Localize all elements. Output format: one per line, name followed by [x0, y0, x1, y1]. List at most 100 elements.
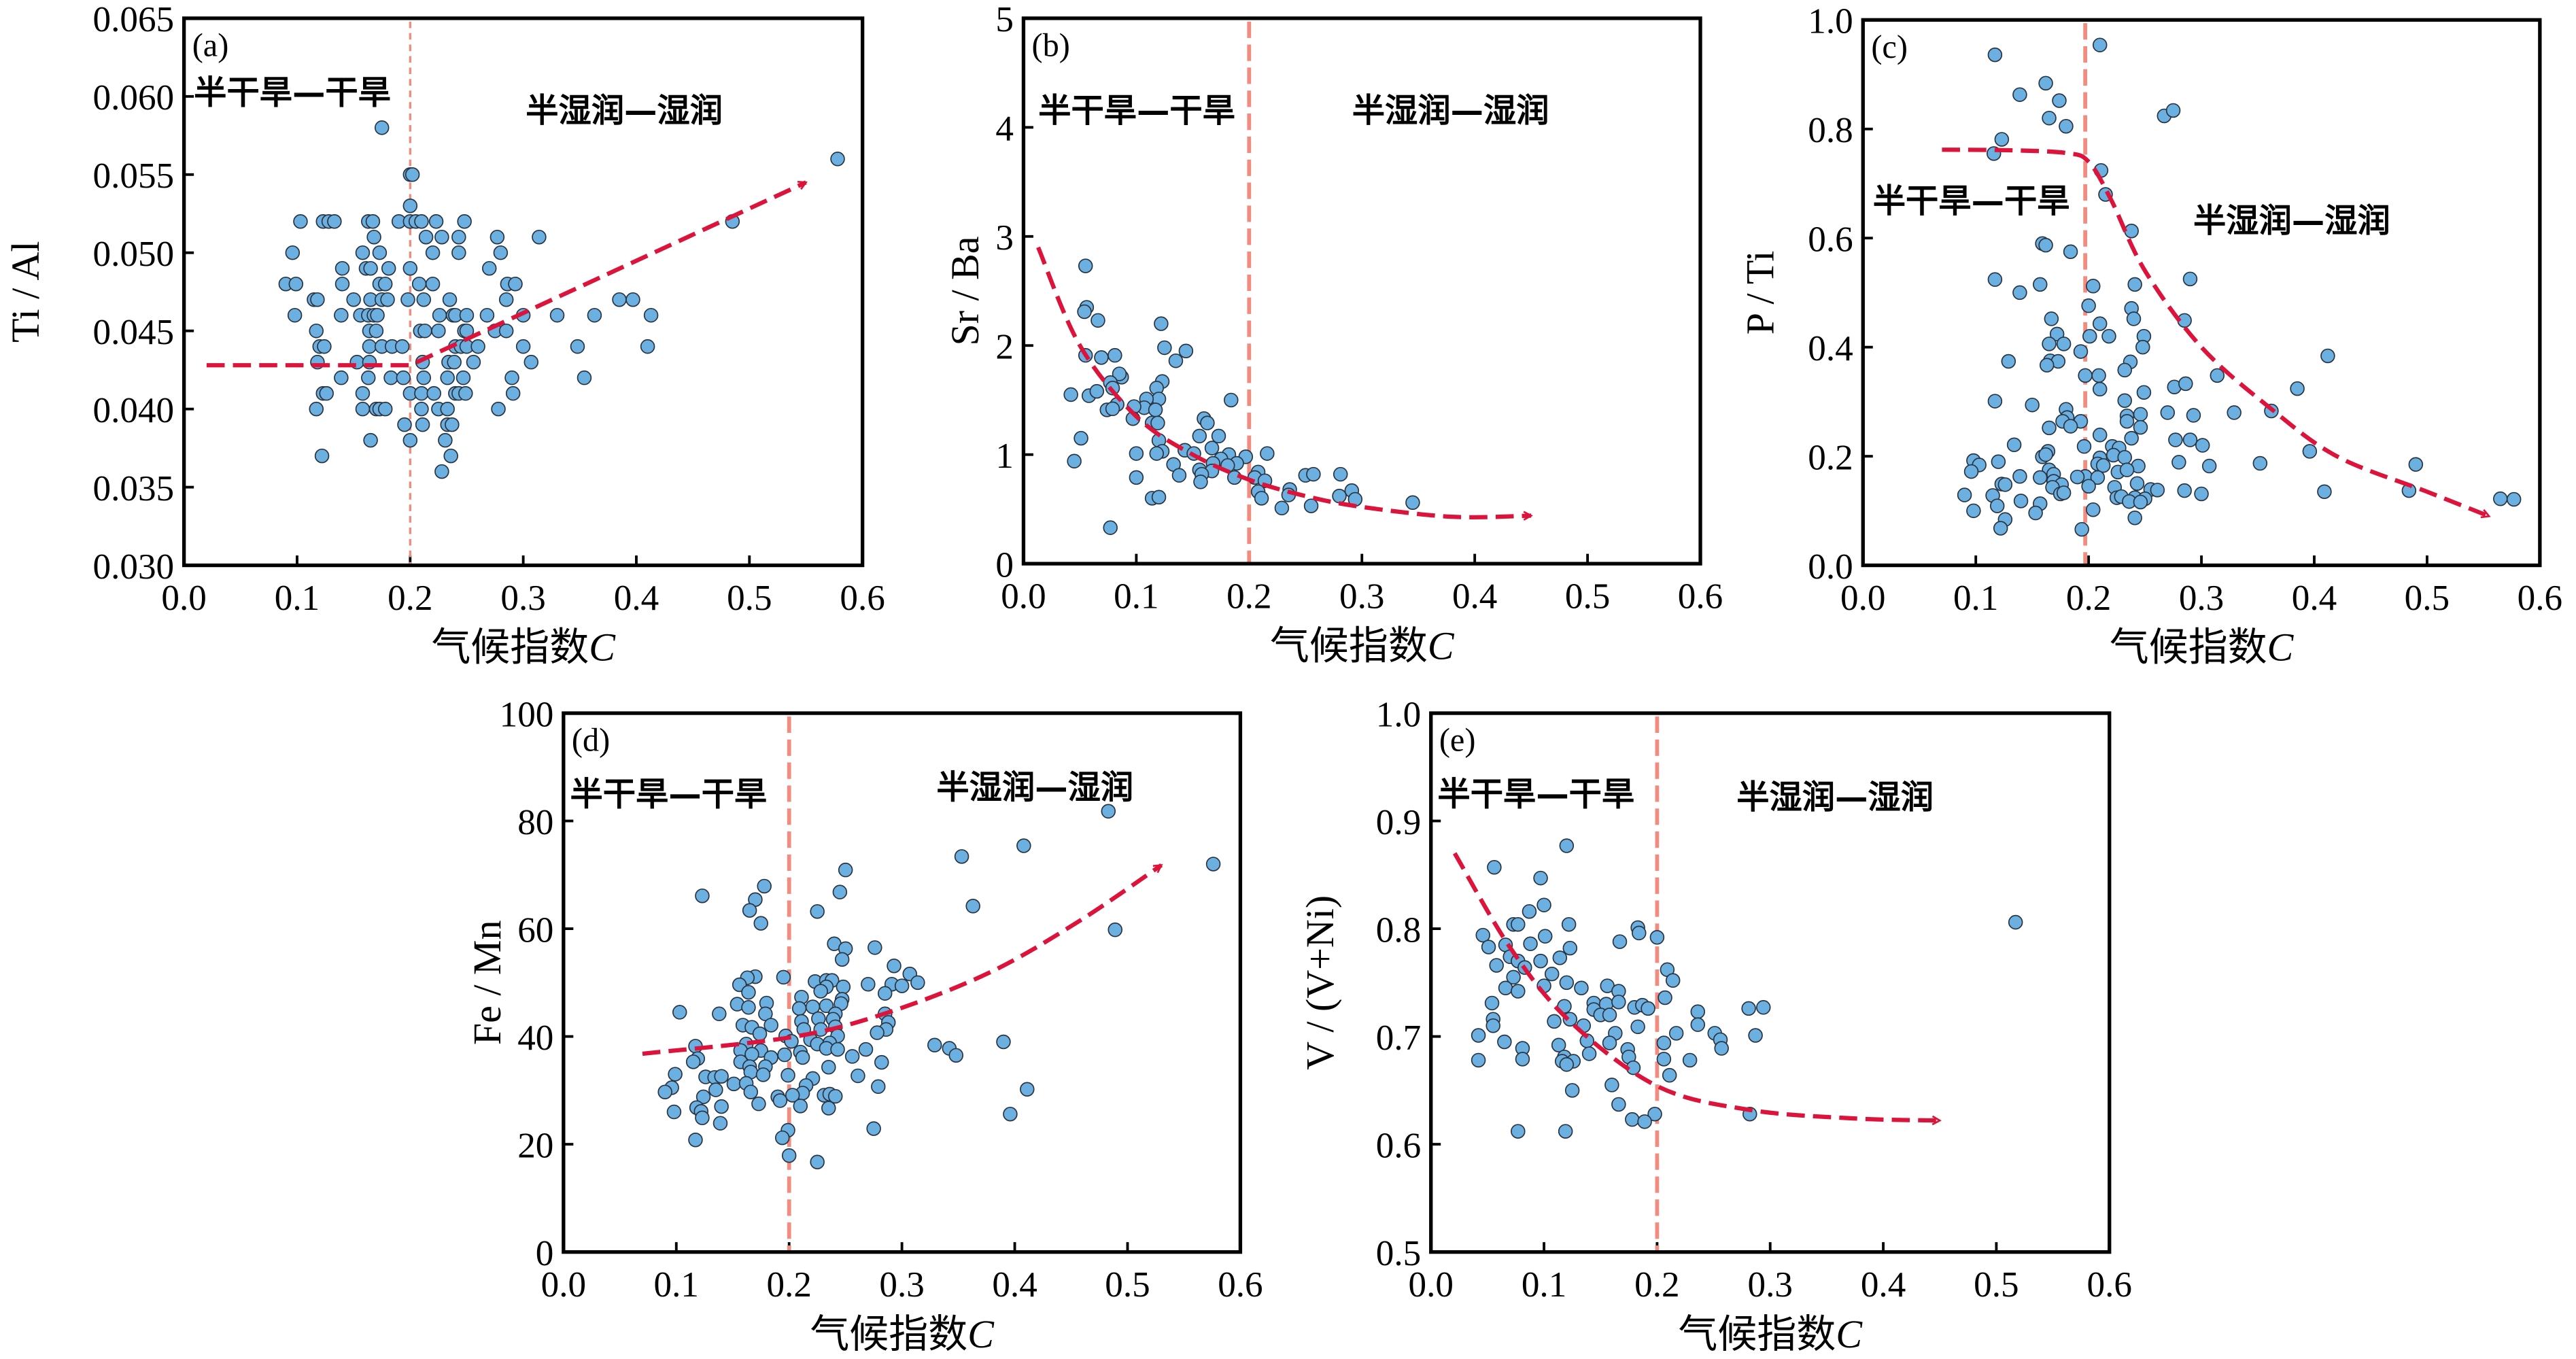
data-point: [355, 401, 371, 417]
data-point: [2506, 492, 2522, 507]
y-tick-label: 80: [517, 803, 553, 842]
x-tick-label: 0.2: [388, 579, 432, 618]
data-point: [666, 1104, 682, 1120]
data-point: [383, 370, 398, 385]
data-point: [714, 1099, 729, 1114]
data-point: [442, 292, 458, 307]
y-tick-label: 40: [517, 1018, 553, 1058]
data-point: [752, 1026, 768, 1042]
y-tick-label: 0.060: [93, 78, 175, 118]
data-point: [2059, 118, 2074, 134]
data-point: [877, 986, 893, 1001]
data-point: [1498, 980, 1513, 996]
data-point: [774, 1130, 790, 1146]
data-point: [2302, 444, 2318, 459]
data-point: [751, 1096, 766, 1112]
data-point: [346, 292, 361, 307]
data-point: [780, 1067, 795, 1083]
data-point: [2127, 511, 2142, 526]
data-point: [1558, 1124, 1573, 1139]
x-tick-label: 0.6: [840, 579, 885, 618]
x-axis-title: 气候指数C: [1678, 1312, 1863, 1356]
data-point: [402, 199, 418, 213]
panel-label: (a): [192, 27, 229, 63]
data-point: [2056, 485, 2072, 500]
data-point: [523, 354, 539, 370]
region-label-arid: 半干旱—干旱: [1873, 182, 2070, 220]
data-point: [1649, 930, 1665, 945]
region-label-humid: 半湿润—湿润: [1736, 778, 1934, 816]
y-tick-label: 5: [995, 0, 1014, 39]
y-tick-label: 1.0: [1376, 695, 1421, 734]
data-point: [2210, 368, 2225, 383]
trend-arrow: [206, 180, 806, 368]
data-point: [309, 323, 324, 339]
x-tick-label: 0.3: [500, 579, 545, 618]
plot-frame: [1021, 16, 1702, 566]
data-point: [310, 292, 325, 307]
data-point: [851, 1068, 865, 1084]
data-point: [2168, 432, 2183, 447]
data-point: [612, 292, 627, 307]
data-point: [810, 1154, 825, 1170]
data-point: [1224, 392, 1239, 408]
data-point: [1107, 922, 1122, 937]
x-tick-label: 0.0: [1840, 579, 1885, 618]
data-point: [668, 1067, 683, 1082]
x-tick-label: 0.3: [879, 1265, 924, 1305]
data-point: [431, 323, 446, 339]
data-point: [428, 214, 444, 229]
data-point: [763, 1018, 778, 1033]
data-point: [1475, 927, 1490, 943]
region-label-arid: 半干旱—干旱: [1038, 92, 1235, 130]
data-point: [1989, 498, 2005, 513]
data-point: [2052, 93, 2067, 108]
data-point: [1497, 1034, 1512, 1050]
y-axis-title: Fe / Mn: [465, 921, 509, 1046]
panel-e: 0.0 0.1 0.2 0.3 0.4 0.5 0.6 0.5 0.6 0.7 0.8 0.9 1.0 (…: [1298, 695, 2132, 1356]
data-point: [432, 307, 447, 323]
data-point: [479, 307, 495, 323]
x-tick-label: 0.1: [275, 579, 320, 618]
data-point: [319, 385, 334, 401]
trend-arrow: [1942, 148, 2489, 516]
y-tick-label: 0: [995, 545, 1014, 585]
x-tick-label: 0.0: [1001, 577, 1046, 616]
y-tick-label: 4: [995, 109, 1014, 149]
data-point: [498, 323, 514, 339]
data-point: [2092, 37, 2108, 52]
trend-arrow: [1036, 246, 1531, 517]
data-point: [1544, 966, 1560, 982]
data-point: [1471, 1028, 1486, 1043]
data-point: [1254, 491, 1269, 506]
x-tick-label: 0.2: [766, 1265, 811, 1305]
data-point: [2074, 521, 2089, 537]
data-point: [1581, 1046, 1597, 1061]
data-point: [2133, 407, 2148, 422]
x-axis-title-variable: C: [1836, 1312, 1863, 1356]
y-tick-label: 0.8: [1808, 111, 1853, 150]
x-tick-label: 0.4: [2292, 579, 2337, 618]
data-point: [2091, 368, 2106, 383]
data-point: [830, 1042, 845, 1057]
data-point: [2408, 457, 2424, 472]
data-point: [493, 245, 509, 260]
data-point: [2171, 455, 2186, 470]
data-point: [834, 952, 850, 967]
data-point: [1003, 1106, 1018, 1122]
data-point: [2129, 476, 2145, 491]
data-point: [887, 959, 901, 974]
data-point: [2177, 483, 2192, 498]
data-point: [397, 417, 412, 432]
x-tick-label: 0.4: [1861, 1265, 1906, 1305]
data-point: [363, 260, 378, 276]
data-point: [2119, 462, 2135, 477]
data-point: [1533, 870, 1548, 886]
trend-arrow: [1452, 852, 1940, 1120]
x-tick-label: 0.1: [1522, 1265, 1566, 1305]
data-point: [1559, 1057, 1575, 1072]
data-point: [1333, 466, 1348, 482]
x-tick-label: 0.5: [1974, 1265, 2019, 1305]
data-point: [1564, 1083, 1580, 1098]
